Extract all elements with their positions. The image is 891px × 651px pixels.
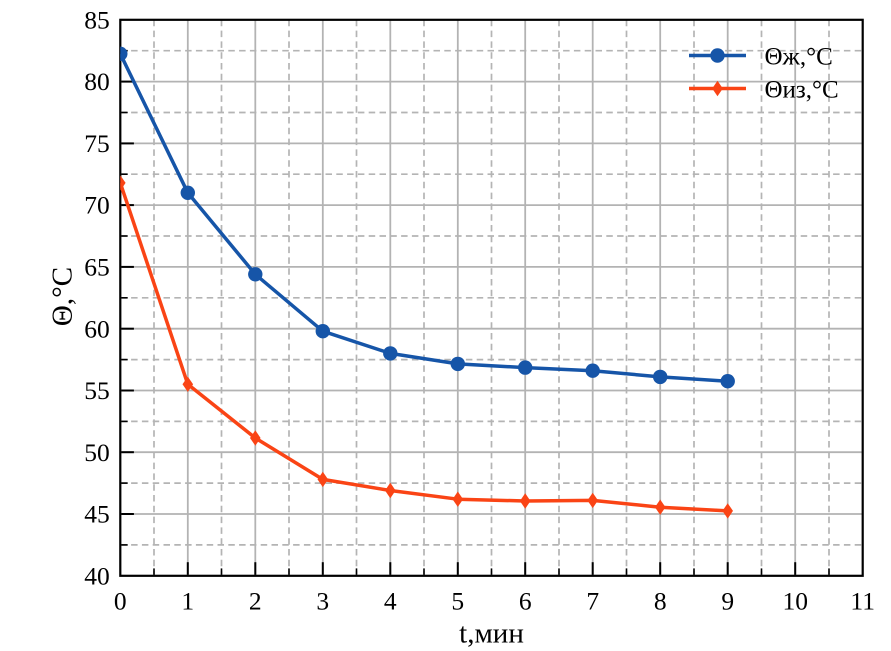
svg-text:2: 2 bbox=[249, 587, 262, 616]
svg-text:10: 10 bbox=[782, 587, 808, 616]
svg-text:1: 1 bbox=[181, 587, 194, 616]
svg-text:8: 8 bbox=[654, 587, 667, 616]
svg-text:60: 60 bbox=[84, 314, 110, 343]
svg-text:85: 85 bbox=[84, 5, 110, 34]
svg-text:Θиз,°C: Θиз,°C bbox=[765, 77, 839, 104]
svg-text:75: 75 bbox=[84, 129, 110, 158]
svg-text:9: 9 bbox=[721, 587, 734, 616]
svg-text:Θж,°C: Θж,°C bbox=[765, 44, 833, 71]
svg-text:40: 40 bbox=[84, 561, 110, 590]
svg-text:t,мин: t,мин bbox=[459, 618, 524, 650]
svg-text:5: 5 bbox=[451, 587, 464, 616]
svg-text:7: 7 bbox=[586, 587, 599, 616]
svg-text:4: 4 bbox=[384, 587, 397, 616]
svg-text:11: 11 bbox=[850, 587, 875, 616]
svg-text:3: 3 bbox=[316, 587, 329, 616]
svg-text:50: 50 bbox=[84, 438, 110, 467]
svg-text:65: 65 bbox=[84, 253, 110, 282]
svg-text:55: 55 bbox=[84, 376, 110, 405]
svg-text:70: 70 bbox=[84, 191, 110, 220]
svg-text:80: 80 bbox=[84, 67, 110, 96]
svg-text:0: 0 bbox=[114, 587, 127, 616]
svg-text:Θ,°C: Θ,°C bbox=[47, 267, 79, 326]
svg-text:6: 6 bbox=[519, 587, 532, 616]
svg-text:45: 45 bbox=[84, 500, 110, 529]
